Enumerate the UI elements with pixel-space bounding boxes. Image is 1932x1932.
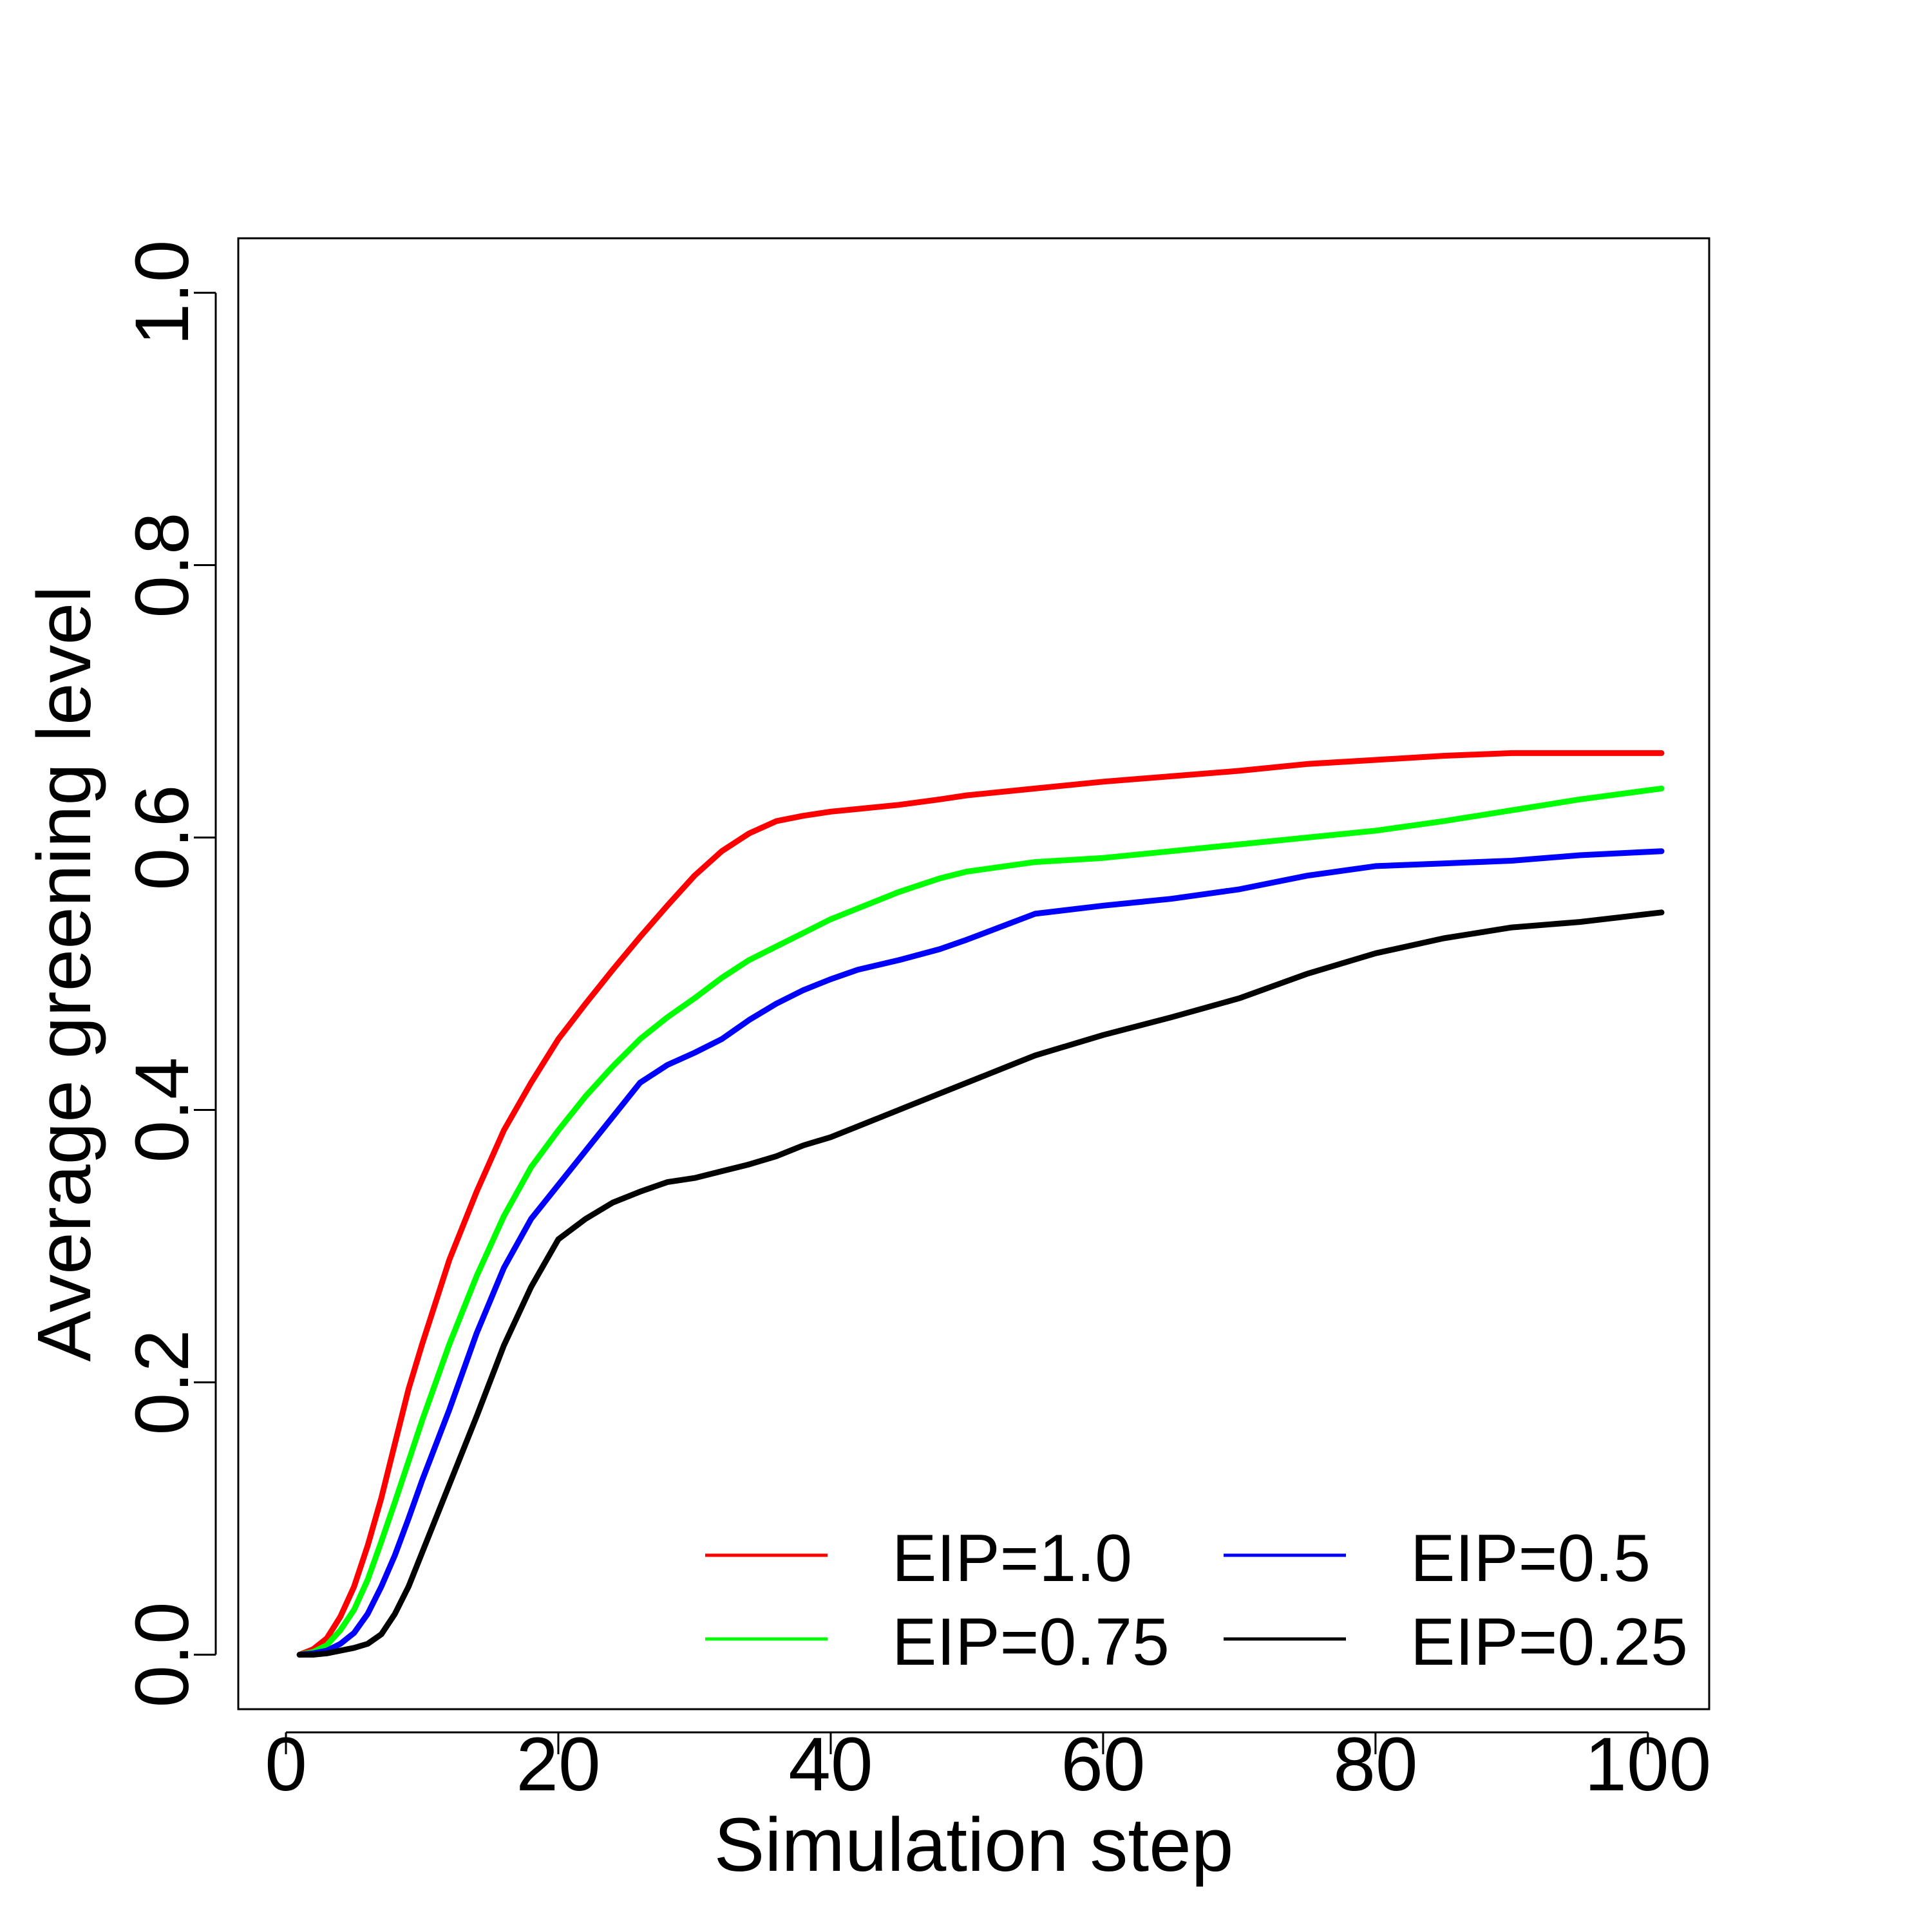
legend-label-4: EIP=0.25 xyxy=(1410,1605,1688,1680)
x-tick-label: 0 xyxy=(265,1722,307,1807)
legend: EIP=1.0 EIP=0.75 EIP=0.5 EIP=0.25 xyxy=(705,1521,1688,1680)
legend-label-3: EIP=0.5 xyxy=(1410,1521,1651,1596)
legend-label-2: EIP=0.75 xyxy=(892,1605,1170,1680)
series-line-3 xyxy=(296,848,1665,1658)
y-tick-label: 0.4 xyxy=(120,1057,205,1162)
plot-frame xyxy=(237,237,1710,1710)
x-tick-label: 100 xyxy=(1584,1722,1711,1807)
x-axis: 0 20 40 60 80 100 xyxy=(265,1722,1711,1807)
y-tick-label: 0.8 xyxy=(120,513,205,618)
series-line-1 xyxy=(296,750,1665,1658)
series-line-4 xyxy=(296,909,1665,1658)
y-tick-label: 0.0 xyxy=(120,1602,205,1707)
y-tick-label: 1.0 xyxy=(120,240,205,346)
x-tick-label: 60 xyxy=(1061,1722,1145,1807)
y-axis: 0.0 0.2 0.4 0.6 0.8 1.0 xyxy=(120,240,217,1707)
y-tick-label: 0.6 xyxy=(120,784,205,890)
legend-label-1: EIP=1.0 xyxy=(892,1521,1132,1596)
x-axis-label: Simulation step xyxy=(714,1803,1234,1888)
x-tick-label: 80 xyxy=(1333,1722,1417,1807)
series-line-2 xyxy=(296,785,1665,1658)
y-tick-label: 0.2 xyxy=(120,1329,205,1435)
x-tick-label: 40 xyxy=(788,1722,873,1807)
series-layer xyxy=(296,750,1665,1658)
x-tick-label: 20 xyxy=(516,1722,600,1807)
y-axis-label: Average greening level xyxy=(22,586,107,1362)
